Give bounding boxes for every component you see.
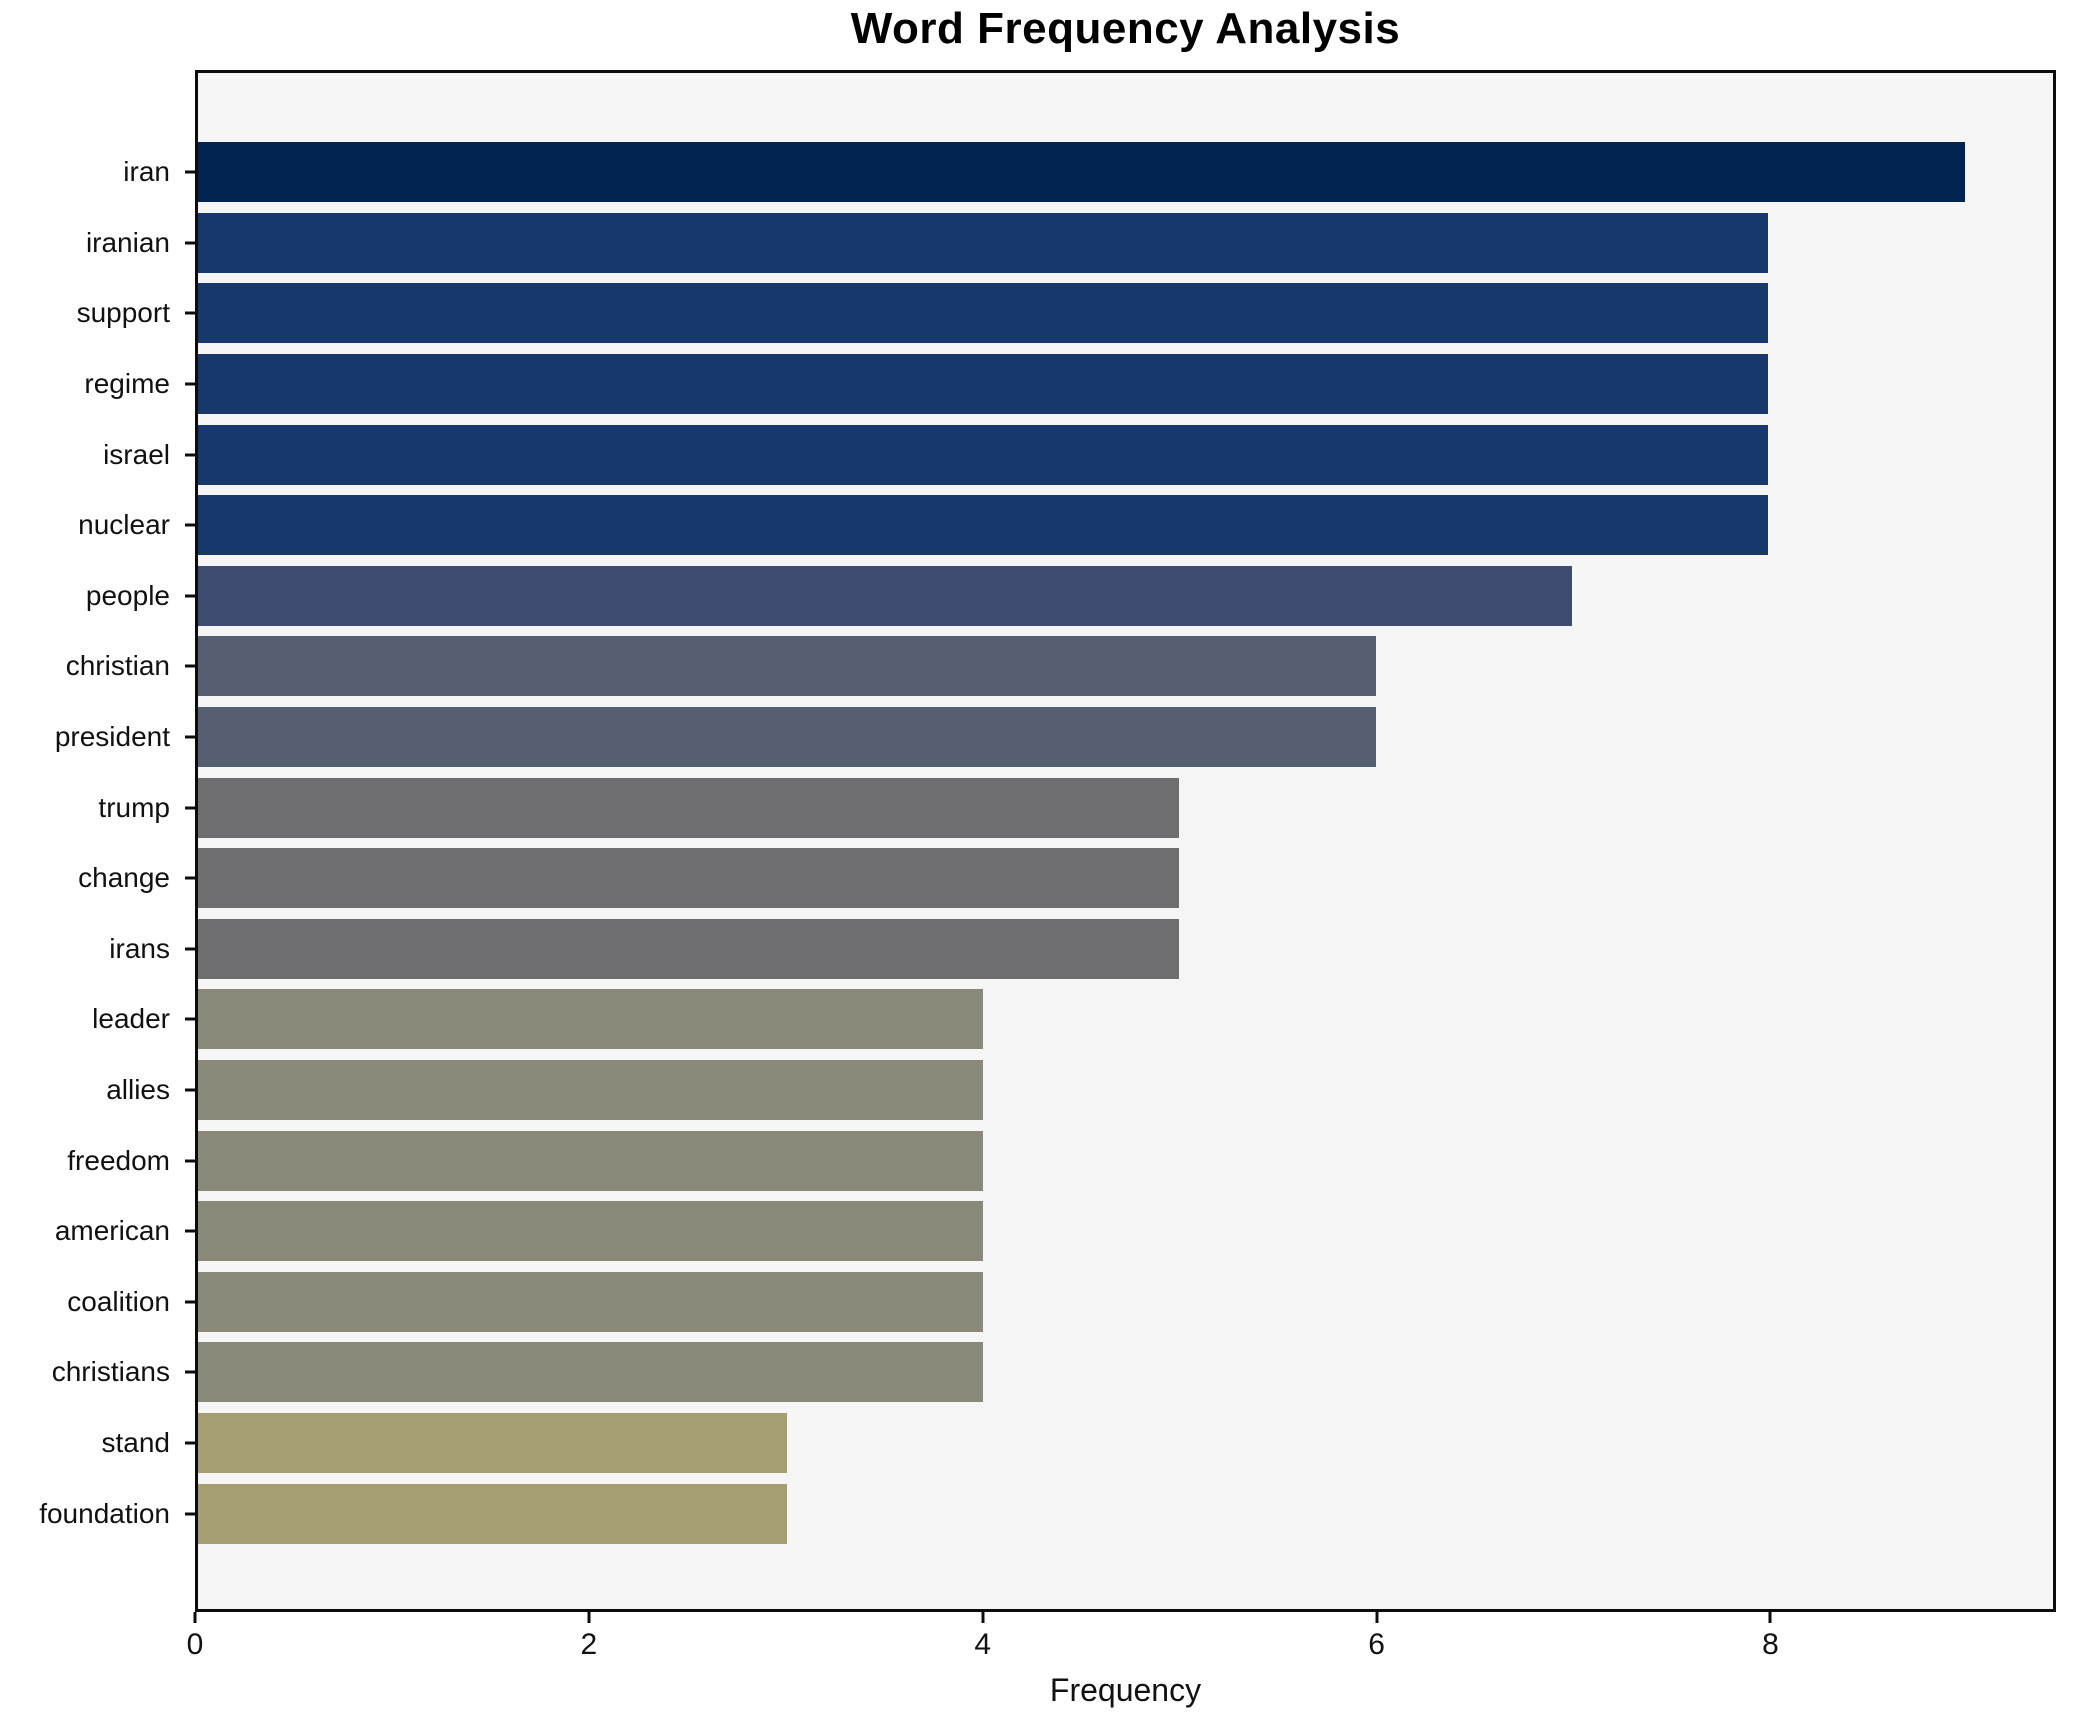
bar-stand — [198, 1412, 787, 1473]
y-axis-label: leader — [92, 1003, 170, 1035]
bar-regime — [198, 354, 1769, 415]
y-axis-label: american — [54, 1215, 170, 1247]
y-tick-mark — [185, 1017, 195, 1021]
y-axis-label: israel — [103, 438, 170, 470]
y-axis-label: coalition — [67, 1285, 170, 1317]
y-tick-mark — [185, 241, 195, 245]
bar-nuclear — [198, 495, 1769, 556]
bar-row: israel — [103, 419, 2053, 490]
bar-row: trump — [98, 772, 2053, 843]
y-axis-label: foundation — [39, 1497, 170, 1529]
y-axis-label: change — [78, 862, 170, 894]
y-axis-label: christian — [65, 650, 170, 682]
bar-row: leader — [92, 984, 2053, 1055]
plot-area: iran iranian support regime israel nuclear peo… — [39, 70, 2056, 1612]
y-axis-label: irans — [109, 932, 170, 964]
x-tick-label: 6 — [1368, 1628, 1385, 1661]
y-tick-mark — [185, 382, 195, 386]
y-tick-mark — [185, 1088, 195, 1092]
bar-support — [198, 283, 1769, 344]
y-tick-mark — [185, 1229, 195, 1233]
y-axis-label: support — [76, 297, 170, 329]
x-tick-mark — [193, 1612, 197, 1623]
chart-title: Word Frequency Analysis — [850, 4, 1401, 53]
bar-row: coalition — [67, 1267, 2053, 1338]
y-axis-label: nuclear — [78, 509, 170, 541]
bar-row: allies — [106, 1055, 2053, 1126]
y-axis-label: regime — [84, 368, 170, 400]
bar-row: christians — [52, 1337, 2053, 1408]
x-tick-label: 0 — [186, 1628, 204, 1661]
bar-iran — [198, 142, 1965, 203]
x-tick-mark — [981, 1612, 985, 1623]
y-tick-mark — [185, 453, 195, 457]
bar-leader — [198, 989, 984, 1050]
y-tick-mark — [185, 664, 195, 668]
y-tick-mark — [185, 806, 195, 810]
bar-row: american — [55, 1196, 2053, 1267]
bar-president — [198, 707, 1376, 768]
bar-change — [198, 848, 1180, 909]
y-tick-mark — [185, 1512, 195, 1516]
x-axis-label: Frequency — [1049, 1672, 1202, 1708]
bar-row: president — [55, 702, 2053, 773]
bar-row: people — [86, 561, 2053, 632]
bar-row: freedom — [67, 1125, 2053, 1196]
x-tick-mark — [587, 1612, 591, 1623]
y-tick-mark — [185, 1300, 195, 1304]
x-axis-ticks: 0 2 4 6 8 — [187, 1612, 2056, 1682]
bar-row: foundation — [39, 1478, 2053, 1549]
bar-coalition — [198, 1271, 984, 1332]
bar-row: irans — [109, 914, 2053, 985]
bar-christians — [198, 1342, 984, 1403]
bar-trump — [198, 777, 1180, 838]
y-tick-mark — [185, 1441, 195, 1445]
bar-israel — [198, 424, 1769, 485]
bar-freedom — [198, 1130, 984, 1191]
y-tick-mark — [185, 311, 195, 315]
y-axis-label: iranian — [85, 226, 170, 258]
y-tick-mark — [185, 523, 195, 527]
y-axis-label: christians — [51, 1356, 170, 1388]
bar-row: change — [78, 843, 2053, 914]
bar-row: iran — [123, 137, 2053, 208]
x-tick-label: 4 — [974, 1628, 992, 1661]
bar-allies — [198, 1060, 984, 1121]
y-axis-label: president — [54, 721, 170, 753]
bar-row: regime — [84, 349, 2053, 420]
x-tick-label: 8 — [1762, 1628, 1779, 1661]
bar-row: nuclear — [78, 490, 2053, 561]
y-tick-mark — [185, 594, 195, 598]
y-tick-mark — [185, 947, 195, 951]
y-axis-label: freedom — [67, 1144, 170, 1176]
bar-row: christian — [66, 631, 2053, 702]
y-axis-label: iran — [123, 156, 170, 188]
y-axis-label: trump — [98, 791, 170, 823]
bars-container: iran iranian support regime israel nuclear peo… — [39, 73, 2053, 1609]
y-tick-mark — [185, 735, 195, 739]
x-tick-mark — [1768, 1612, 1772, 1623]
y-tick-mark — [185, 1159, 195, 1163]
bar-row: stand — [102, 1408, 2053, 1479]
y-axis-label: allies — [106, 1074, 170, 1106]
x-tick-mark — [1375, 1612, 1379, 1623]
bar-christian — [198, 636, 1376, 697]
bar-iranian — [198, 212, 1769, 273]
y-axis-label: stand — [101, 1426, 171, 1458]
bar-row: iranian — [86, 208, 2053, 279]
bar-irans — [198, 918, 1180, 979]
bar-row: support — [77, 278, 2053, 349]
bar-foundation — [198, 1483, 787, 1544]
y-tick-mark — [185, 170, 195, 174]
x-tick-label: 2 — [580, 1628, 598, 1661]
y-axis-label: people — [85, 579, 170, 611]
y-tick-mark — [185, 876, 195, 880]
bar-american — [198, 1201, 984, 1262]
bar-people — [198, 565, 1573, 626]
y-tick-mark — [185, 1370, 195, 1374]
